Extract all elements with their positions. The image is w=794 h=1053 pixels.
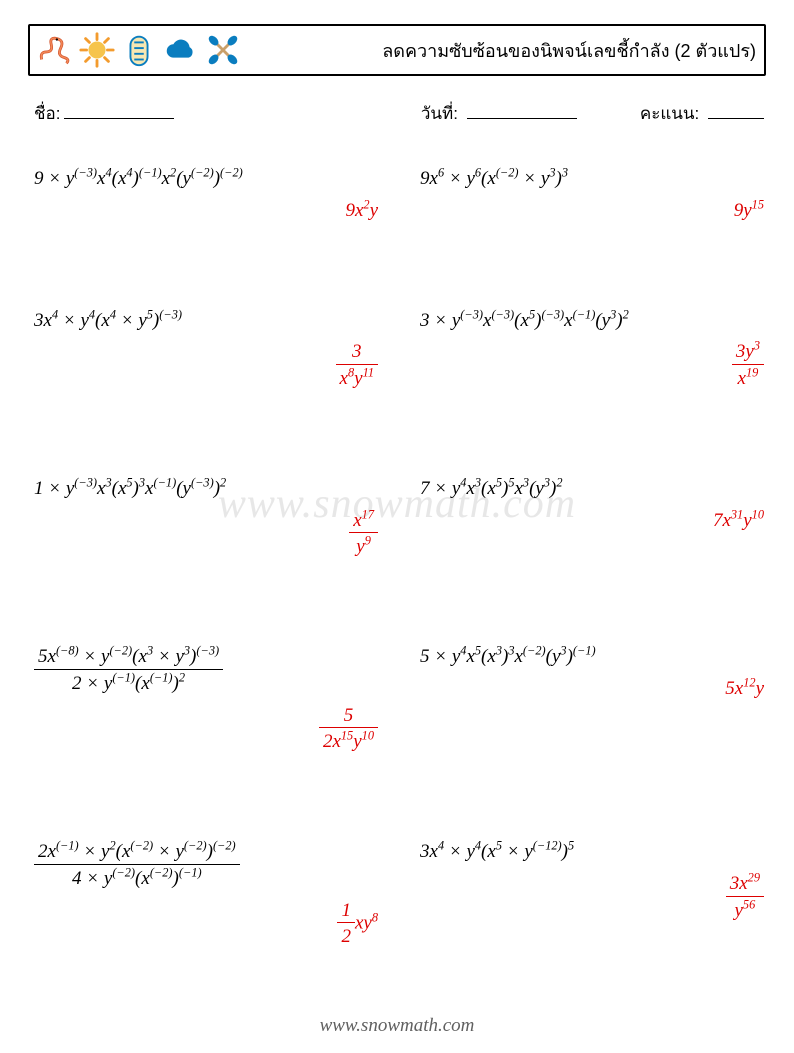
problem-expression: 7 × y4x3(x5)5x3(y3)2: [420, 477, 764, 501]
score-label: คะแนน:: [640, 104, 699, 123]
problem-answer: 7x31y10: [420, 509, 764, 533]
problem-answer: 12xy8: [34, 899, 378, 950]
header-box: ลดความซับซ้อนของนิพจน์เลขชี้กำลัง (2 ตัว…: [28, 24, 766, 76]
problem-6: 7 × y4x3(x5)5x3(y3)2 7x31y10: [420, 477, 764, 559]
name-label: ชื่อ:: [34, 100, 60, 127]
problem-4: 3 × y(−3)x(−3)(x5)(−3)x(−1)(y3)2 3y3x19: [420, 309, 764, 391]
date-label: วันที่:: [421, 104, 458, 123]
problem-2: 9x6 × y6(x(−2) × y3)3 9y15: [420, 167, 764, 223]
problem-3: 3x4 × y4(x4 × y5)(−3) 3x8y11: [34, 309, 378, 391]
problem-answer: 9y15: [420, 199, 764, 223]
worksheet-page: ลดความซับซ้อนของนิพจน์เลขชี้กำลัง (2 ตัว…: [0, 0, 794, 949]
problem-expression: 3x4 × y4(x4 × y5)(−3): [34, 309, 378, 333]
problem-answer: x17y9: [34, 509, 378, 560]
score-blank[interactable]: [708, 100, 764, 119]
problem-answer: 5x12y: [420, 677, 764, 701]
problem-answer: 3x29y56: [420, 872, 764, 923]
problem-answer: 52x15y10: [34, 704, 378, 755]
problem-expression: 3 × y(−3)x(−3)(x5)(−3)x(−1)(y3)2: [420, 309, 764, 333]
problem-8: 5 × y4x5(x3)3x(−2)(y3)(−1) 5x12y: [420, 645, 764, 754]
problem-1: 9 × y(−3)x4(x4)(−1)x2(y(−2))(−2) 9x2y: [34, 167, 378, 223]
problem-expression: 2x(−1) × y2(x(−2) × y(−2))(−2)4 × y(−2)(…: [34, 840, 378, 891]
date-blank[interactable]: [467, 100, 577, 119]
problem-answer: 3x8y11: [34, 340, 378, 391]
problem-7: 5x(−8) × y(−2)(x3 × y3)(−3)2 × y(−1)(x(−…: [34, 645, 378, 754]
worm-icon: [36, 31, 74, 69]
name-blank[interactable]: [64, 100, 174, 119]
problem-expression: 1 × y(−3)x3(x5)3x(−1)(y(−3))2: [34, 477, 378, 501]
problem-expression: 5x(−8) × y(−2)(x3 × y3)(−3)2 × y(−1)(x(−…: [34, 645, 378, 696]
worksheet-title: ลดความซับซ้อนของนิพจน์เลขชี้กำลัง (2 ตัว…: [382, 36, 756, 65]
meta-date: วันที่:: [421, 100, 577, 127]
problem-expression: 3x4 × y4(x5 × y(−12))5: [420, 840, 764, 864]
problem-5: 1 × y(−3)x3(x5)3x(−1)(y(−3))2 x17y9: [34, 477, 378, 559]
oars-icon: [204, 31, 242, 69]
header-icon-row: [36, 31, 242, 69]
problem-expression: 9x6 × y6(x(−2) × y3)3: [420, 167, 764, 191]
footer-url: www.snowmath.com: [0, 1015, 794, 1037]
cloud-icon: [162, 31, 200, 69]
meta-name: ชื่อ:: [34, 100, 421, 127]
problem-10: 3x4 × y4(x5 × y(−12))5 3x29y56: [420, 840, 764, 949]
problem-9: 2x(−1) × y2(x(−2) × y(−2))(−2)4 × y(−2)(…: [34, 840, 378, 949]
problem-expression: 9 × y(−3)x4(x4)(−1)x2(y(−2))(−2): [34, 167, 378, 191]
problem-answer: 3y3x19: [420, 340, 764, 391]
meta-score: คะแนน:: [640, 100, 764, 127]
problems-grid: 9 × y(−3)x4(x4)(−1)x2(y(−2))(−2) 9x2y 9x6 …: [28, 167, 766, 949]
meta-row: ชื่อ: วันที่: คะแนน:: [28, 100, 766, 127]
slide-icon: [120, 31, 158, 69]
problem-expression: 5 × y4x5(x3)3x(−2)(y3)(−1): [420, 645, 764, 669]
problem-answer: 9x2y: [34, 199, 378, 223]
sun-icon: [78, 31, 116, 69]
